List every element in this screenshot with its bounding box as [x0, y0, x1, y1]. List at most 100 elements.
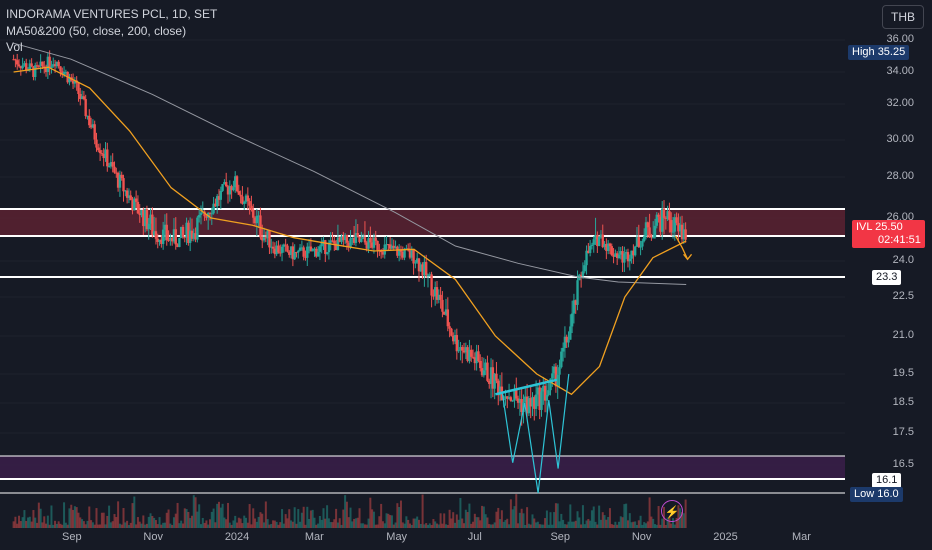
volume-bar: [37, 502, 40, 528]
candle-body: [262, 237, 266, 241]
candle-body: [252, 209, 255, 218]
volume-bar: [560, 513, 563, 528]
candle-body: [286, 245, 289, 252]
volume-bar: [468, 503, 471, 528]
volume-bar: [254, 518, 257, 528]
volume-bar: [385, 513, 388, 528]
candle-body: [21, 65, 24, 69]
currency-button[interactable]: THB: [882, 5, 924, 29]
candle-body: [480, 368, 484, 376]
volume-bar: [459, 497, 462, 528]
candle-body: [329, 240, 332, 243]
ma-indicator-label[interactable]: MA50&200 (50, close, 200, close): [6, 24, 187, 38]
volume-bar: [232, 520, 235, 528]
candle-body: [543, 385, 547, 401]
volume-bar: [19, 521, 22, 528]
candle-body: [511, 400, 514, 402]
volume-bar: [408, 523, 411, 528]
candle-body: [52, 64, 55, 67]
volume-bar: [511, 509, 514, 528]
candle-body: [426, 274, 430, 276]
volume-bar: [172, 517, 175, 528]
candle-body: [651, 237, 655, 239]
volume-bar: [198, 504, 201, 528]
volume-bar: [183, 508, 186, 528]
candle-body: [248, 201, 251, 206]
volume-bar: [565, 524, 568, 528]
volume-bar: [380, 503, 383, 528]
volume-bar: [108, 505, 111, 528]
volume-bar: [443, 513, 446, 528]
candle-body: [488, 380, 491, 384]
candle-body: [217, 196, 221, 200]
volume-bar: [439, 513, 442, 528]
volume-bar: [536, 521, 539, 528]
volume-bar: [25, 520, 28, 528]
candle-body: [111, 162, 114, 167]
candle-body: [569, 326, 572, 340]
volume-bar: [470, 523, 473, 528]
volume-bar: [590, 510, 593, 528]
volume-bar: [259, 512, 262, 528]
volume-bar: [156, 524, 159, 528]
candle-body: [558, 367, 561, 375]
level-23-tag: 23.3: [872, 270, 902, 285]
candle-body: [95, 139, 98, 148]
candle-body: [491, 367, 495, 389]
volume-bar: [664, 524, 667, 528]
candle-body: [268, 230, 271, 248]
volume-bar: [581, 505, 584, 528]
last-price-value: 25.50: [875, 221, 903, 233]
volume-bar: [673, 524, 676, 528]
candle-body: [165, 224, 168, 240]
candle-body: [59, 66, 62, 72]
candle-body: [506, 396, 509, 399]
candle-body: [641, 240, 644, 247]
volume-bar: [430, 524, 433, 528]
volume-bar: [572, 521, 575, 528]
candle-body: [124, 190, 127, 192]
candle-body: [226, 186, 230, 195]
candle-body: [55, 61, 59, 67]
volume-bar: [122, 507, 125, 528]
volume-indicator-label[interactable]: Vol: [6, 40, 23, 54]
volume-bar: [88, 506, 91, 528]
candle-body: [590, 244, 594, 246]
volume-bar: [165, 512, 168, 528]
candle-body: [679, 224, 682, 232]
volume-bar: [27, 517, 30, 528]
candle-body: [336, 237, 340, 251]
volume-bar: [219, 507, 222, 528]
lightning-icon[interactable]: ⚡: [661, 500, 683, 522]
candle-body: [140, 209, 143, 216]
volume-bar: [18, 515, 21, 528]
volume-bar: [491, 524, 494, 528]
volume-bar: [553, 512, 556, 528]
candle-body: [134, 198, 138, 202]
volume-bar: [115, 517, 118, 528]
volume-bar: [50, 505, 53, 528]
volume-bar: [335, 508, 338, 528]
low-tag: Low 16.0: [850, 487, 903, 502]
volume-bar: [567, 521, 570, 528]
volume-bar: [266, 519, 269, 528]
candle-body: [179, 226, 183, 238]
volume-bar: [524, 524, 527, 528]
candle-body: [343, 235, 347, 241]
volume-bar: [264, 501, 267, 528]
candle-body: [446, 309, 450, 327]
candle-body: [154, 231, 158, 239]
candle-body: [410, 249, 413, 258]
candle-body: [271, 246, 275, 249]
volume-bar: [257, 516, 260, 528]
volume-bar: [407, 519, 410, 528]
volume-bar: [592, 506, 595, 528]
candle-body: [113, 166, 116, 173]
volume-bar: [189, 518, 192, 528]
volume-bar: [39, 508, 42, 528]
candle-body: [138, 213, 141, 216]
volume-bar: [106, 515, 109, 528]
candle-body: [597, 236, 601, 247]
candle-body: [100, 153, 104, 155]
